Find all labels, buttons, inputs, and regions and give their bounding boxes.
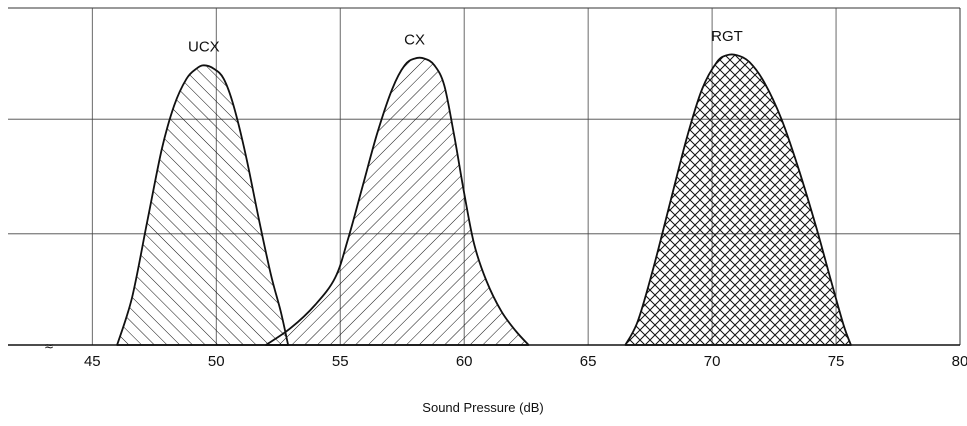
series-label-ucx: UCX (188, 38, 220, 55)
x-tick-label: 65 (580, 353, 597, 370)
series-label-rgt: RGT (711, 28, 743, 45)
x-tick-label: 60 (456, 353, 473, 370)
x-tick-label: 45 (84, 353, 101, 370)
axis-break-mark: ≈ (44, 339, 54, 353)
series-layer (116, 53, 852, 346)
x-tick-label: 70 (704, 353, 721, 370)
series-area-ucx (116, 64, 289, 346)
series-area-cx (264, 56, 530, 346)
series-labels: UCX CX RGT (188, 28, 743, 55)
x-tick-label: 80 (952, 353, 967, 370)
x-tick-labels: 45 50 55 60 65 70 75 80 (84, 353, 967, 370)
plot-frame (8, 7, 961, 345)
series-area-rgt (624, 53, 852, 346)
x-tick-label: 75 (828, 353, 845, 370)
x-tick-label: 55 (332, 353, 349, 370)
series-label-cx: CX (404, 32, 425, 49)
x-axis: ≈ (8, 339, 960, 353)
x-axis-title: Sound Pressure (dB) (422, 400, 543, 415)
x-tick-label: 50 (208, 353, 225, 370)
